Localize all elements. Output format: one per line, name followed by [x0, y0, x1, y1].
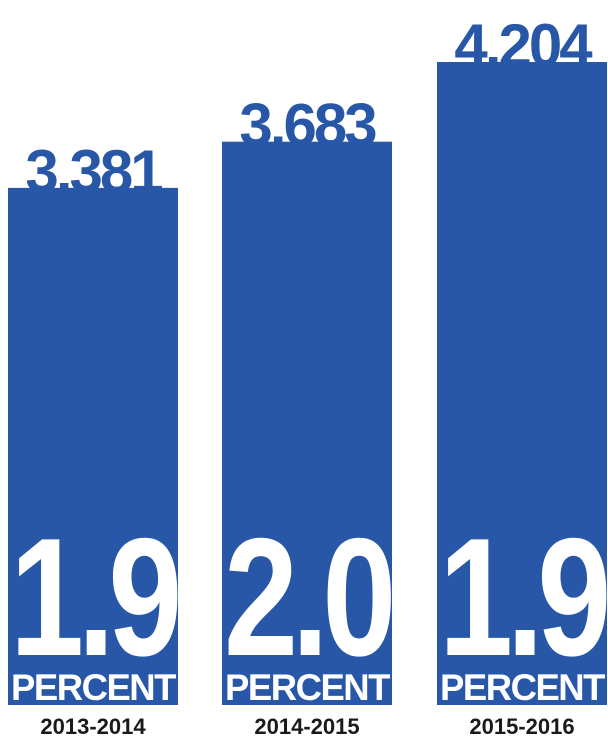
value-label-2015-2016: 4,204 [454, 12, 593, 79]
bar-2015-2016 [437, 62, 607, 705]
labels-layer: 3,3811.9PERCENT2013-20143,6832.0PERCENT2… [10, 12, 608, 739]
percent-value-2014-2015: 2.0 [224, 503, 391, 691]
value-label-2014-2015: 3,683 [239, 92, 376, 159]
bars-layer [8, 62, 607, 706]
value-label-2013-2014: 3,381 [25, 138, 162, 205]
percent-unit-label: PERCENT [11, 667, 177, 708]
category-label-2013-2014: 2013-2014 [40, 714, 146, 739]
percent-unit-label: PERCENT [225, 667, 391, 708]
bar-2014-2015 [222, 141, 392, 706]
category-label-2015-2016: 2015-2016 [469, 714, 574, 739]
category-label-2014-2015: 2014-2015 [254, 714, 359, 739]
percent-value-2015-2016: 1.9 [439, 503, 607, 691]
percent-value-2013-2014: 1.9 [10, 503, 178, 691]
bar-2013-2014 [8, 187, 178, 705]
percent-unit-label: PERCENT [440, 667, 606, 708]
